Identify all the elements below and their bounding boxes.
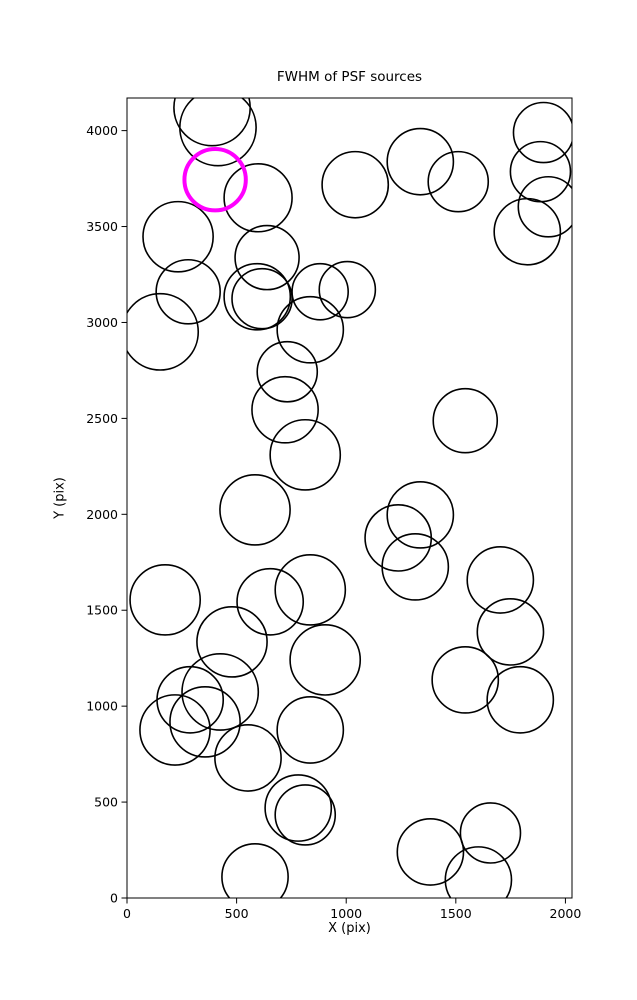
psf-circle [386,127,455,196]
psf-circle [512,101,572,164]
x-tick-label: 2000 [550,906,582,921]
x-tick-label: 0 [123,906,131,921]
psf-circle [493,197,562,266]
chart-title: FWHM of PSF sources [276,69,423,85]
psf-circle [386,480,455,549]
psf-circle [291,262,349,321]
psf-circle [466,546,535,614]
x-tick-label: 1000 [330,906,362,921]
psf-circle [223,162,293,233]
psf-circle [318,260,377,319]
psf-circle [274,784,337,846]
axes-frame [126,97,573,899]
psf-circle [251,375,319,444]
highlight-psf-circle [182,147,248,213]
psf-circle [236,567,305,636]
psf-circle [517,175,572,238]
y-tick-label: 0 [110,891,118,906]
psf-circle [156,665,225,734]
psf-circle [169,686,241,758]
psf-circle [223,262,292,331]
y-tick-label: 4000 [86,123,118,138]
psf-circle [381,532,450,601]
psf-circle [432,387,499,454]
psf-circle [127,292,200,371]
psf-circle [234,224,300,291]
psf-circle [289,624,362,696]
psf-circle [264,774,333,842]
psf-circle [276,696,345,764]
psf-circle [214,724,282,792]
x-tick-label: 1500 [440,906,472,921]
psf-circle [431,645,500,714]
psf-circle [509,140,572,203]
psf-circle [142,200,214,273]
psf-circle [276,295,345,364]
psf-circle [196,606,268,678]
x-tick-label: 500 [225,906,249,921]
y-tick-label: 1000 [86,699,118,714]
psf-circle [139,694,211,766]
psf-circle [231,267,293,330]
psf-circle [219,474,291,546]
y-tick-label: 1500 [86,603,118,618]
psf-circle [274,554,347,626]
y-tick-label: 2000 [86,507,118,522]
psf-circle [486,665,555,734]
psf-circle [179,98,257,167]
psf-circle [181,653,260,731]
psf-circle [427,150,490,213]
psf-circle [256,340,319,403]
x-axis-label: X (pix) [328,921,371,936]
y-tick-label: 500 [94,795,118,810]
psf-circle [459,802,522,864]
psf-circle [129,563,202,636]
psf-circle [269,418,342,491]
y-tick-label: 2500 [86,411,118,426]
psf-circle [444,846,513,898]
psf-circle [221,843,289,898]
psf-circle [155,258,221,325]
psf-circle [396,818,465,886]
psf-circle [476,598,545,666]
y-tick-label: 3500 [86,219,118,234]
psf-circle [321,150,390,219]
y-tick-label: 3000 [86,315,118,330]
psf-markers [127,98,572,898]
